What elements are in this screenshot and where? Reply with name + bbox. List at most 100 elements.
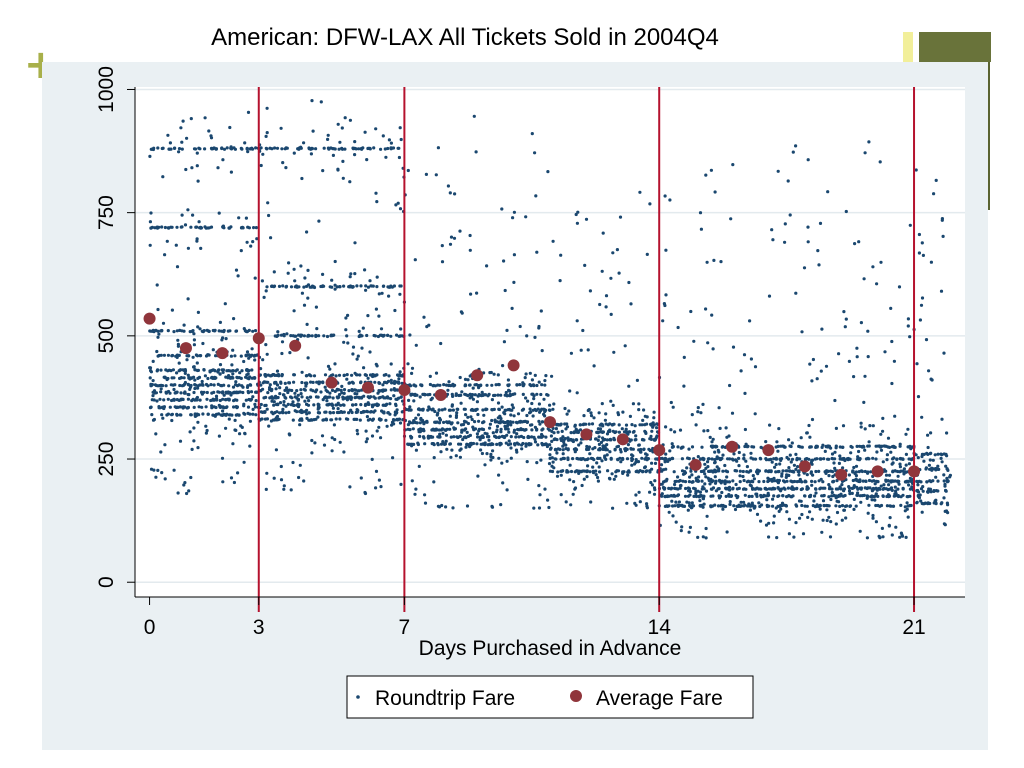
roundtrip-fare-point (182, 376, 186, 380)
roundtrip-fare-point (867, 140, 871, 144)
roundtrip-fare-point (815, 504, 819, 508)
roundtrip-fare-point (810, 379, 814, 383)
roundtrip-fare-point (294, 284, 298, 288)
roundtrip-fare-point (566, 447, 570, 451)
roundtrip-fare-point (550, 464, 554, 468)
roundtrip-fare-point (731, 479, 735, 483)
roundtrip-fare-point (192, 405, 196, 409)
roundtrip-fare-point (834, 522, 838, 526)
roundtrip-fare-point (152, 389, 157, 393)
roundtrip-fare-point (800, 480, 804, 484)
roundtrip-fare-point (659, 463, 664, 467)
roundtrip-fare-point (649, 480, 653, 485)
roundtrip-fare-point (840, 483, 844, 487)
roundtrip-fare-point (245, 385, 250, 389)
roundtrip-fare-point (724, 469, 728, 473)
roundtrip-fare-point (166, 353, 170, 357)
roundtrip-fare-point (351, 345, 356, 349)
roundtrip-fare-point (515, 383, 519, 387)
roundtrip-fare-point (471, 441, 476, 446)
roundtrip-fare-point (475, 400, 479, 404)
roundtrip-fare-point (377, 425, 381, 429)
roundtrip-fare-point (321, 381, 325, 385)
roundtrip-fare-point (690, 473, 694, 477)
roundtrip-fare-point (857, 240, 861, 244)
roundtrip-fare-point (809, 493, 813, 497)
roundtrip-fare-point (786, 486, 791, 490)
roundtrip-fare-point (555, 474, 560, 478)
roundtrip-fare-point (796, 465, 800, 469)
roundtrip-fare-point (669, 487, 673, 491)
roundtrip-fare-point (651, 421, 655, 425)
roundtrip-fare-point (359, 284, 363, 288)
roundtrip-fare-point (876, 503, 880, 508)
roundtrip-fare-point (426, 436, 431, 440)
roundtrip-fare-point (649, 423, 653, 427)
roundtrip-fare-point (610, 423, 615, 427)
roundtrip-fare-point (660, 492, 664, 496)
roundtrip-fare-point (817, 469, 821, 473)
roundtrip-fare-point (222, 147, 227, 151)
roundtrip-fare-point (278, 411, 282, 415)
roundtrip-fare-point (412, 399, 416, 403)
chart-title: American: DFW-LAX All Tickets Sold in 20… (211, 24, 719, 51)
roundtrip-fare-point (596, 456, 600, 460)
roundtrip-fare-point (725, 475, 729, 479)
roundtrip-fare-point (579, 348, 583, 352)
x-axis-label: Days Purchased in Advance (419, 637, 682, 660)
roundtrip-fare-point (574, 438, 578, 442)
roundtrip-fare-point (540, 441, 544, 446)
roundtrip-fare-point (187, 354, 191, 358)
roundtrip-fare-point (625, 501, 629, 505)
roundtrip-fare-point (462, 419, 467, 423)
roundtrip-fare-point (504, 427, 508, 431)
roundtrip-fare-point (465, 504, 470, 508)
roundtrip-fare-point (169, 369, 173, 373)
roundtrip-fare-point (751, 474, 755, 478)
roundtrip-fare-point (392, 422, 396, 426)
roundtrip-fare-point (444, 505, 448, 509)
roundtrip-fare-point (703, 472, 707, 476)
roundtrip-fare-point (279, 126, 283, 130)
roundtrip-fare-point (178, 439, 183, 443)
roundtrip-fare-point (940, 460, 944, 464)
roundtrip-fare-point (191, 329, 195, 333)
roundtrip-fare-point (537, 506, 542, 510)
roundtrip-fare-point (705, 514, 709, 518)
roundtrip-fare-point (541, 427, 545, 431)
roundtrip-fare-point (316, 395, 320, 399)
roundtrip-fare-point (515, 432, 519, 436)
roundtrip-fare-point (619, 450, 623, 454)
roundtrip-fare-point (741, 474, 745, 479)
roundtrip-fare-point (586, 457, 590, 461)
roundtrip-fare-point (263, 410, 267, 414)
roundtrip-fare-point (450, 403, 454, 407)
roundtrip-fare-point (727, 493, 731, 497)
roundtrip-fare-point (893, 469, 897, 473)
roundtrip-fare-point (374, 486, 378, 490)
roundtrip-fare-point (597, 465, 601, 469)
roundtrip-fare-point (499, 427, 503, 431)
roundtrip-fare-point (148, 376, 152, 380)
roundtrip-fare-point (179, 225, 183, 229)
roundtrip-fare-point (780, 472, 784, 476)
roundtrip-fare-point (592, 364, 596, 368)
roundtrip-fare-point (611, 506, 615, 510)
roundtrip-fare-point (265, 407, 269, 411)
roundtrip-fare-point (391, 456, 395, 460)
roundtrip-fare-point (347, 411, 351, 415)
roundtrip-fare-point (750, 501, 754, 505)
roundtrip-fare-point (462, 407, 466, 411)
roundtrip-fare-point (794, 467, 798, 471)
roundtrip-fare-point (706, 465, 710, 469)
roundtrip-fare-point (829, 497, 833, 502)
roundtrip-fare-point (571, 439, 575, 443)
roundtrip-fare-point (437, 408, 441, 412)
roundtrip-fare-point (919, 499, 923, 503)
roundtrip-fare-point (207, 226, 211, 230)
roundtrip-fare-point (196, 420, 200, 424)
roundtrip-fare-point (878, 536, 882, 540)
roundtrip-fare-point (518, 324, 522, 329)
roundtrip-fare-point (175, 355, 179, 359)
roundtrip-fare-point (860, 494, 865, 498)
